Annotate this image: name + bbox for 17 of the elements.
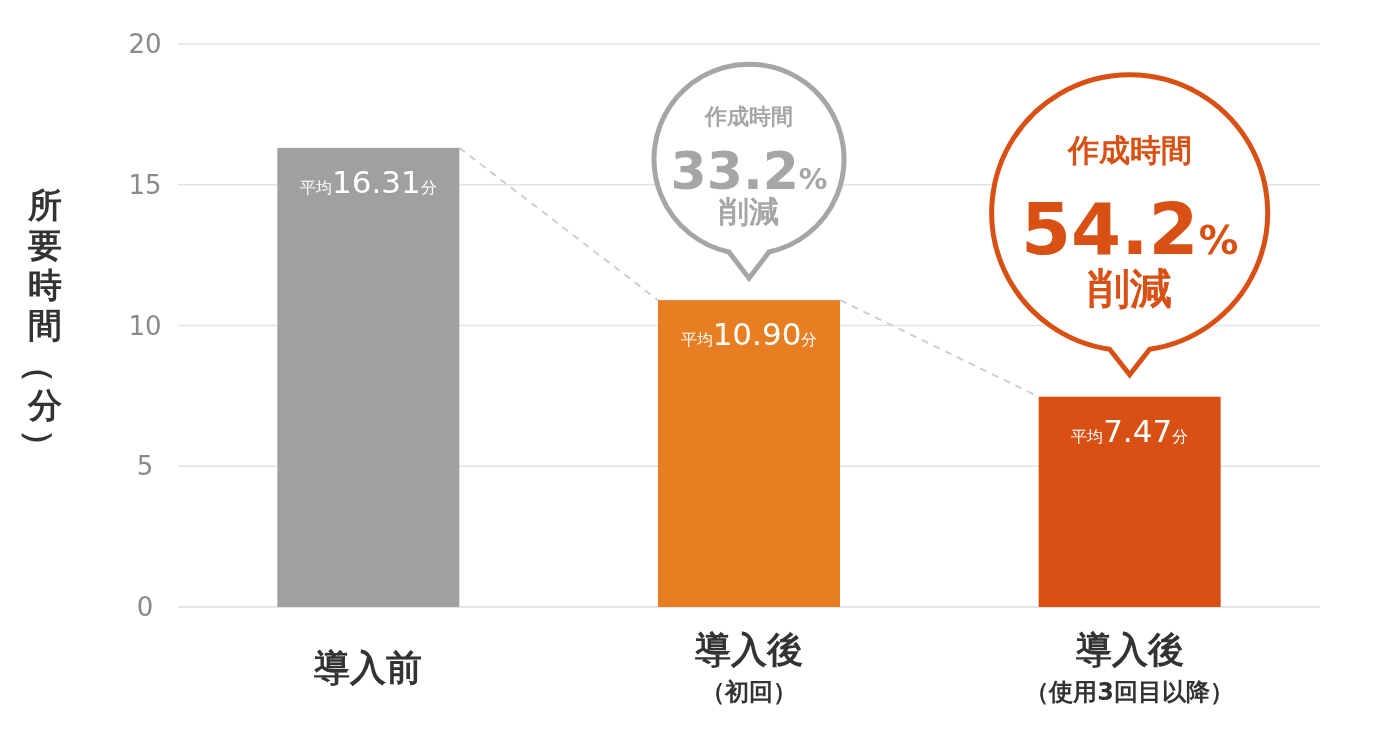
annotation: 作成時間 54.2% 削減 [1021,132,1239,314]
y-tick-label: 15 [128,169,162,200]
bar [277,147,460,607]
data-label: 平均10.90分 [680,316,818,353]
y-axis-title: 所要時間（分） [20,185,62,463]
x-tick-label: 導入前 [313,647,423,688]
bar [658,300,840,607]
bar [1038,396,1221,607]
x-tick-label: 導入後（使用3回目以降） [1025,629,1235,706]
data-label: 平均16.31分 [299,163,437,200]
y-tick-label: 20 [128,29,162,59]
y-tick-label: 5 [136,451,154,482]
y-tick-label: 0 [136,592,154,622]
y-tick-label: 10 [128,310,162,341]
annotation: 作成時間 33.2% 削減 [670,104,828,229]
x-tick-label: 導入後（初回） [694,629,803,706]
data-label: 平均7.47分 [1071,412,1189,449]
